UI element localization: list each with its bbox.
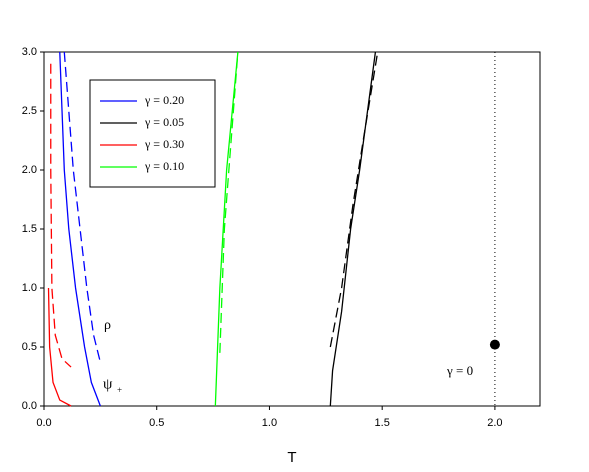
- y-tick-label: 2.0: [22, 164, 37, 176]
- y-tick-label: 3.0: [22, 46, 37, 58]
- series-line: [214, 51, 239, 407]
- y-tick-label: 0.0: [22, 400, 37, 412]
- y-tick-label: 0.5: [22, 341, 37, 353]
- x-tick-label: 1.0: [262, 417, 277, 429]
- annotation: γ = 0: [446, 363, 473, 378]
- annotation: +: [117, 385, 122, 395]
- series-line: [50, 63, 72, 368]
- legend-label: γ = 0.10: [144, 159, 184, 173]
- data-point: [489, 339, 500, 350]
- legend-box: [89, 79, 216, 188]
- y-tick-label: 1.0: [22, 282, 37, 294]
- series-line: [219, 51, 239, 353]
- x-tick-label: 2.0: [487, 417, 502, 429]
- series-line: [329, 51, 379, 348]
- y-tick-label: 2.5: [22, 105, 37, 117]
- annotation: ψ: [103, 376, 113, 392]
- annotation: ρ: [104, 318, 111, 333]
- series-line: [59, 51, 101, 407]
- legend-label: γ = 0.30: [144, 137, 184, 151]
- series-line: [47, 287, 72, 407]
- x-tick-label: 1.5: [375, 417, 390, 429]
- x-tick-label: 0.0: [36, 417, 51, 429]
- x-tick-label: 0.5: [149, 417, 164, 429]
- x-axis-label: T: [287, 449, 296, 466]
- legend-label: γ = 0.05: [144, 115, 184, 129]
- y-tick-label: 1.5: [22, 223, 37, 235]
- legend-label: γ = 0.20: [144, 93, 184, 107]
